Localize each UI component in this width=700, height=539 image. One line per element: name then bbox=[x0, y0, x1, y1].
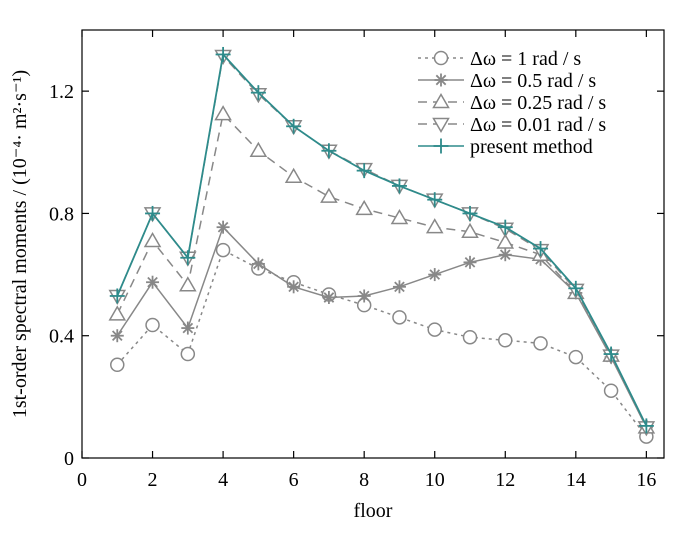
series-2-point bbox=[216, 220, 230, 234]
y-tick-label: 0 bbox=[64, 448, 74, 470]
series-3-point bbox=[143, 231, 162, 248]
series-line-2 bbox=[116, 225, 648, 428]
series-5-point bbox=[568, 280, 584, 296]
series-5-point bbox=[215, 46, 231, 62]
series-line-5 bbox=[116, 52, 648, 427]
legend-marker-2 bbox=[434, 73, 448, 87]
series-3-point bbox=[179, 276, 197, 292]
series-5-point bbox=[109, 288, 125, 304]
series-3-point bbox=[425, 218, 444, 234]
series-3-point bbox=[320, 187, 338, 203]
series-3-point bbox=[108, 305, 127, 321]
series-5-point bbox=[391, 178, 407, 194]
series-1-point bbox=[427, 322, 442, 337]
series-1-point bbox=[568, 349, 584, 365]
legend-label-3: Δω = 0.25 rad / s bbox=[470, 92, 606, 114]
y-tick-label: 1.2 bbox=[49, 81, 74, 103]
y-axis-title: 1st-order spectral moments / (10⁻⁴· m²·s… bbox=[9, 70, 31, 418]
series-3-point bbox=[496, 233, 515, 249]
series-1-point bbox=[145, 317, 160, 333]
series-5-point bbox=[462, 205, 478, 221]
series-5-point bbox=[250, 85, 266, 101]
series-1-point bbox=[392, 310, 407, 325]
series-5-point bbox=[533, 241, 549, 257]
legend-marker-5 bbox=[433, 138, 449, 154]
legend-label-2: Δω = 0.5 rad / s bbox=[470, 70, 596, 92]
x-tick-label: 12 bbox=[495, 469, 515, 491]
series-1-point bbox=[215, 242, 231, 258]
series-3-point bbox=[355, 199, 373, 216]
series-5-point bbox=[180, 250, 196, 266]
series-5-point bbox=[638, 418, 654, 434]
series-1-point bbox=[462, 329, 478, 345]
x-tick-label: 4 bbox=[218, 469, 228, 491]
legend-marker-3 bbox=[432, 92, 450, 109]
series-1-point bbox=[603, 383, 619, 398]
series-line-1 bbox=[116, 249, 647, 438]
legend-label-4: Δω = 0.01 rad / s bbox=[470, 114, 606, 136]
series-5-point bbox=[356, 163, 372, 179]
series-2-point bbox=[428, 268, 442, 282]
series-5-point bbox=[321, 143, 337, 159]
series-2-point bbox=[357, 289, 371, 303]
series-2-point bbox=[287, 280, 301, 294]
x-tick-label: 14 bbox=[566, 469, 586, 491]
legend-marker-1 bbox=[433, 50, 449, 66]
series-5-point bbox=[497, 219, 513, 235]
series-1-point bbox=[533, 336, 548, 351]
series-2-point bbox=[463, 255, 477, 269]
series-1-point bbox=[498, 333, 513, 348]
series-3-point bbox=[214, 105, 232, 121]
x-axis-title: floor bbox=[354, 500, 393, 522]
x-tick-label: 16 bbox=[636, 469, 656, 491]
x-tick-label: 2 bbox=[148, 469, 158, 491]
series-2-point bbox=[146, 275, 160, 289]
series-3-point bbox=[461, 222, 479, 239]
series-1-point bbox=[180, 346, 196, 362]
series-3-point bbox=[390, 209, 409, 225]
x-tick-label: 6 bbox=[289, 469, 299, 491]
x-tick-label: 0 bbox=[77, 469, 87, 491]
y-tick-label: 0.8 bbox=[49, 203, 74, 225]
series-3-point bbox=[249, 141, 268, 158]
legend-label-5: present method bbox=[470, 136, 593, 158]
series-5-point bbox=[145, 205, 161, 221]
x-tick-label: 10 bbox=[425, 469, 445, 491]
series-2-point bbox=[181, 321, 195, 335]
series-2-point bbox=[251, 257, 265, 271]
series-5-point bbox=[603, 346, 619, 362]
series-2-point bbox=[322, 291, 336, 304]
x-tick-label: 8 bbox=[359, 469, 369, 491]
plot-frame bbox=[81, 29, 665, 459]
y-tick-label: 0.4 bbox=[49, 326, 74, 348]
series-line-3 bbox=[116, 112, 648, 428]
legend-label-1: Δω = 1 rad / s bbox=[470, 48, 581, 70]
legend: Δω = 1 rad / sΔω = 0.5 rad / sΔω = 0.25 … bbox=[418, 48, 606, 158]
series-3-point bbox=[284, 167, 303, 183]
series-5-point bbox=[427, 192, 443, 208]
series-2-point bbox=[392, 280, 406, 294]
series-1-point bbox=[110, 357, 125, 373]
series-5-point bbox=[286, 118, 302, 134]
series-2-point bbox=[110, 329, 124, 343]
legend-marker-4 bbox=[432, 117, 450, 134]
series-2-point bbox=[498, 248, 512, 262]
